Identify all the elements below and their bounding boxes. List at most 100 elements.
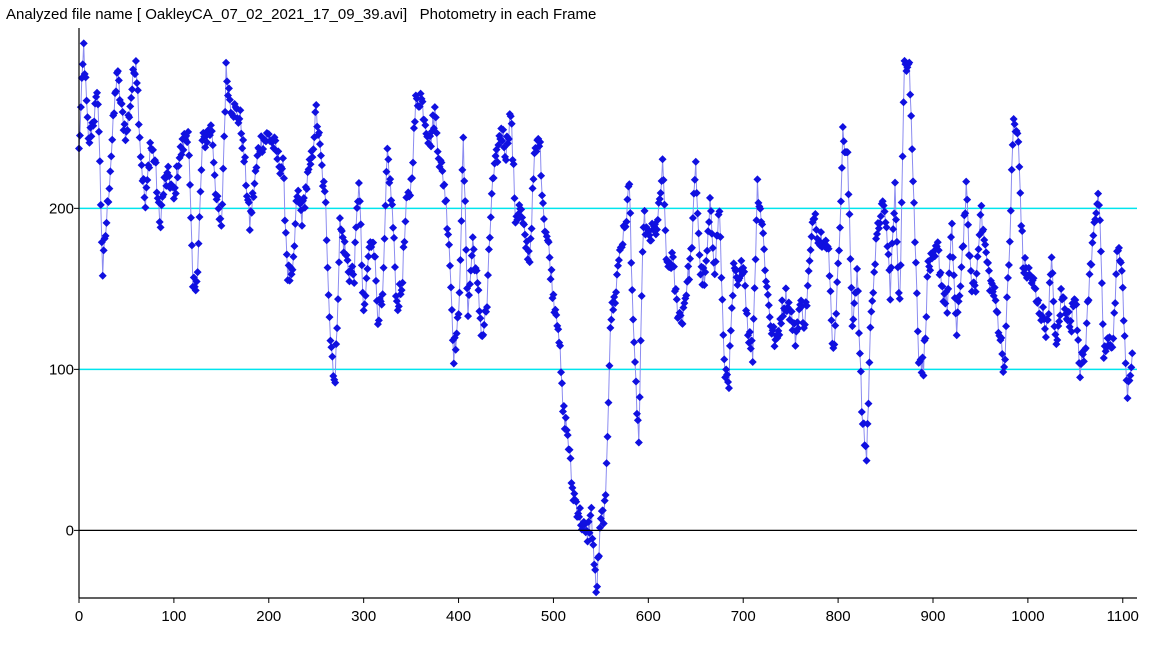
data-point bbox=[484, 245, 493, 254]
data-point bbox=[984, 266, 993, 275]
data-point bbox=[956, 282, 965, 291]
data-point bbox=[856, 367, 865, 376]
data-point bbox=[108, 135, 117, 144]
y-tick-label: 200 bbox=[49, 200, 74, 217]
data-point bbox=[274, 147, 283, 156]
data-point bbox=[316, 151, 325, 160]
data-point bbox=[406, 191, 415, 200]
data-point bbox=[107, 152, 116, 161]
data-point bbox=[1095, 201, 1104, 210]
data-point bbox=[1076, 373, 1085, 382]
data-point bbox=[800, 320, 809, 329]
data-point bbox=[141, 203, 150, 212]
x-tick-label: 1100 bbox=[1107, 608, 1139, 625]
data-point bbox=[966, 266, 975, 275]
data-point bbox=[857, 408, 866, 417]
data-point bbox=[93, 88, 102, 97]
data-point bbox=[606, 323, 615, 332]
data-point bbox=[761, 266, 770, 275]
data-point bbox=[242, 181, 251, 190]
data-point bbox=[779, 312, 788, 321]
data-point bbox=[487, 189, 496, 198]
data-point bbox=[658, 155, 667, 164]
data-point bbox=[461, 197, 470, 206]
data-point bbox=[759, 229, 768, 238]
data-point bbox=[360, 300, 369, 309]
data-point bbox=[1117, 266, 1126, 275]
x-tick-label: 500 bbox=[541, 608, 566, 625]
data-point bbox=[636, 336, 645, 345]
data-point bbox=[865, 358, 874, 367]
data-point bbox=[635, 393, 644, 402]
data-point bbox=[334, 258, 343, 267]
data-point bbox=[905, 58, 914, 67]
data-point bbox=[827, 316, 836, 325]
data-point bbox=[603, 432, 612, 441]
data-point bbox=[1109, 334, 1118, 343]
data-point bbox=[300, 203, 309, 212]
data-point bbox=[131, 56, 140, 65]
data-point bbox=[998, 349, 1007, 358]
data-point bbox=[378, 290, 387, 299]
data-point bbox=[777, 319, 786, 328]
data-point bbox=[943, 308, 952, 317]
data-point bbox=[869, 288, 878, 297]
data-point bbox=[464, 291, 473, 300]
data-point bbox=[640, 206, 649, 215]
data-point bbox=[832, 309, 841, 318]
data-point bbox=[1056, 311, 1065, 320]
data-point bbox=[1044, 309, 1053, 318]
data-point bbox=[622, 217, 631, 226]
x-tick-label: 300 bbox=[351, 608, 376, 625]
data-point bbox=[315, 128, 324, 137]
data-point bbox=[306, 160, 315, 169]
data-point bbox=[756, 204, 765, 213]
data-point bbox=[551, 305, 560, 314]
data-point bbox=[456, 256, 465, 265]
data-point bbox=[290, 242, 299, 251]
data-point bbox=[882, 223, 891, 232]
data-point bbox=[245, 225, 254, 234]
data-point bbox=[1053, 336, 1062, 345]
data-point bbox=[612, 288, 621, 297]
data-point bbox=[1003, 273, 1012, 282]
data-point bbox=[127, 93, 136, 102]
data-point bbox=[972, 269, 981, 278]
data-point bbox=[1024, 263, 1033, 272]
data-point bbox=[793, 318, 802, 327]
data-point bbox=[656, 189, 665, 198]
data-point bbox=[854, 287, 863, 296]
data-point bbox=[465, 280, 474, 289]
data-point bbox=[164, 162, 173, 171]
data-point bbox=[879, 201, 888, 210]
data-point bbox=[282, 250, 291, 259]
data-point bbox=[1010, 120, 1019, 129]
data-point bbox=[186, 180, 195, 189]
data-point bbox=[386, 175, 395, 184]
data-point bbox=[682, 291, 691, 300]
data-point bbox=[910, 238, 919, 247]
data-point bbox=[458, 165, 467, 174]
data-point bbox=[899, 98, 908, 107]
data-point bbox=[690, 175, 699, 184]
data-point bbox=[308, 153, 317, 162]
data-point bbox=[351, 238, 360, 247]
data-point bbox=[855, 349, 864, 358]
data-point bbox=[1048, 269, 1057, 278]
data-point bbox=[539, 199, 548, 208]
data-point bbox=[1045, 278, 1054, 287]
data-point bbox=[454, 310, 463, 319]
x-tick-label: 800 bbox=[826, 608, 851, 625]
data-point bbox=[431, 113, 440, 122]
data-point bbox=[900, 56, 909, 65]
data-point bbox=[472, 266, 481, 275]
data-point bbox=[538, 191, 547, 200]
data-point bbox=[1040, 324, 1049, 333]
data-point bbox=[313, 122, 322, 131]
data-point bbox=[629, 315, 638, 324]
data-point bbox=[203, 138, 212, 147]
x-tick-label: 100 bbox=[161, 608, 186, 625]
data-point bbox=[685, 275, 694, 284]
data-point bbox=[377, 300, 386, 309]
data-point bbox=[210, 171, 219, 180]
